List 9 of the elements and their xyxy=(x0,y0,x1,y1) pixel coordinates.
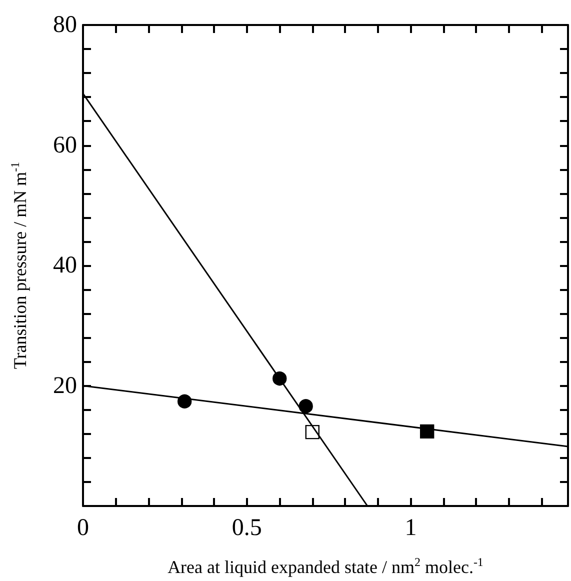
y-tick-label: 80 xyxy=(53,12,77,38)
x-tick-label: 0 xyxy=(77,515,89,541)
y-tick-label: 40 xyxy=(53,252,77,278)
x-tick-label: 1 xyxy=(404,515,417,541)
x-tick-label: 0.5 xyxy=(232,515,262,541)
y-tick-label: 20 xyxy=(53,372,77,399)
y-tick-label: 60 xyxy=(53,132,77,158)
y-axis-title: Transition pressure / mN m-1 xyxy=(8,162,30,370)
point xyxy=(298,399,313,414)
